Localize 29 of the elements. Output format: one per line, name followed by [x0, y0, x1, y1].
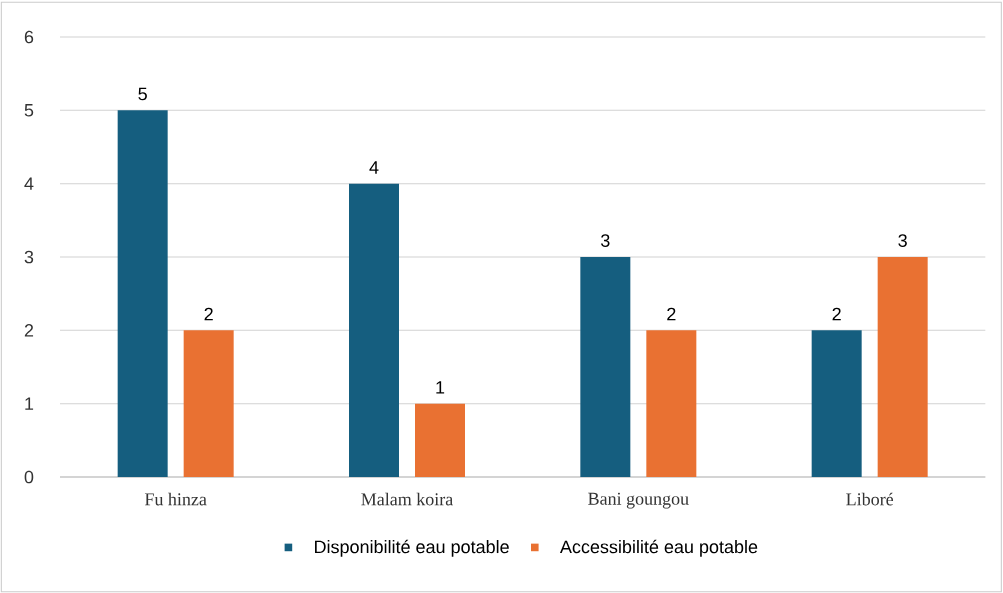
x-tick-label: Malam koira: [361, 492, 453, 506]
y-tick-label: 3: [24, 250, 34, 264]
bar: [646, 330, 697, 477]
legend-label: Accessibilité eau potable: [559, 539, 758, 557]
bar: [117, 110, 168, 477]
data-label: 3: [898, 234, 907, 247]
y-tick-label: 0: [24, 470, 34, 484]
y-tick-label: 5: [24, 104, 34, 117]
data-label: 4: [369, 161, 379, 174]
y-tick-label: 4: [24, 177, 34, 190]
data-label: 5: [138, 87, 147, 101]
legend-label: Disponibilité eau potable: [315, 539, 509, 557]
y-tick-label: 6: [24, 30, 34, 44]
data-label: 2: [667, 307, 676, 321]
x-tick-label: Fu hinza: [144, 492, 207, 506]
data-label: 3: [601, 234, 610, 247]
y-tick-label: 1: [25, 397, 34, 410]
data-label: 2: [832, 307, 841, 321]
bar: [811, 330, 862, 477]
x-tick-label: Bani goungou: [588, 492, 689, 509]
x-tick-label: Liboré: [846, 492, 894, 506]
bar: [415, 403, 465, 477]
data-label: 2: [204, 307, 213, 321]
bar: [580, 257, 631, 477]
bar: [183, 330, 234, 477]
bar: [349, 183, 399, 477]
y-tick-label: 2: [24, 324, 34, 337]
bar: [877, 257, 928, 477]
data-label: 1: [436, 381, 445, 394]
